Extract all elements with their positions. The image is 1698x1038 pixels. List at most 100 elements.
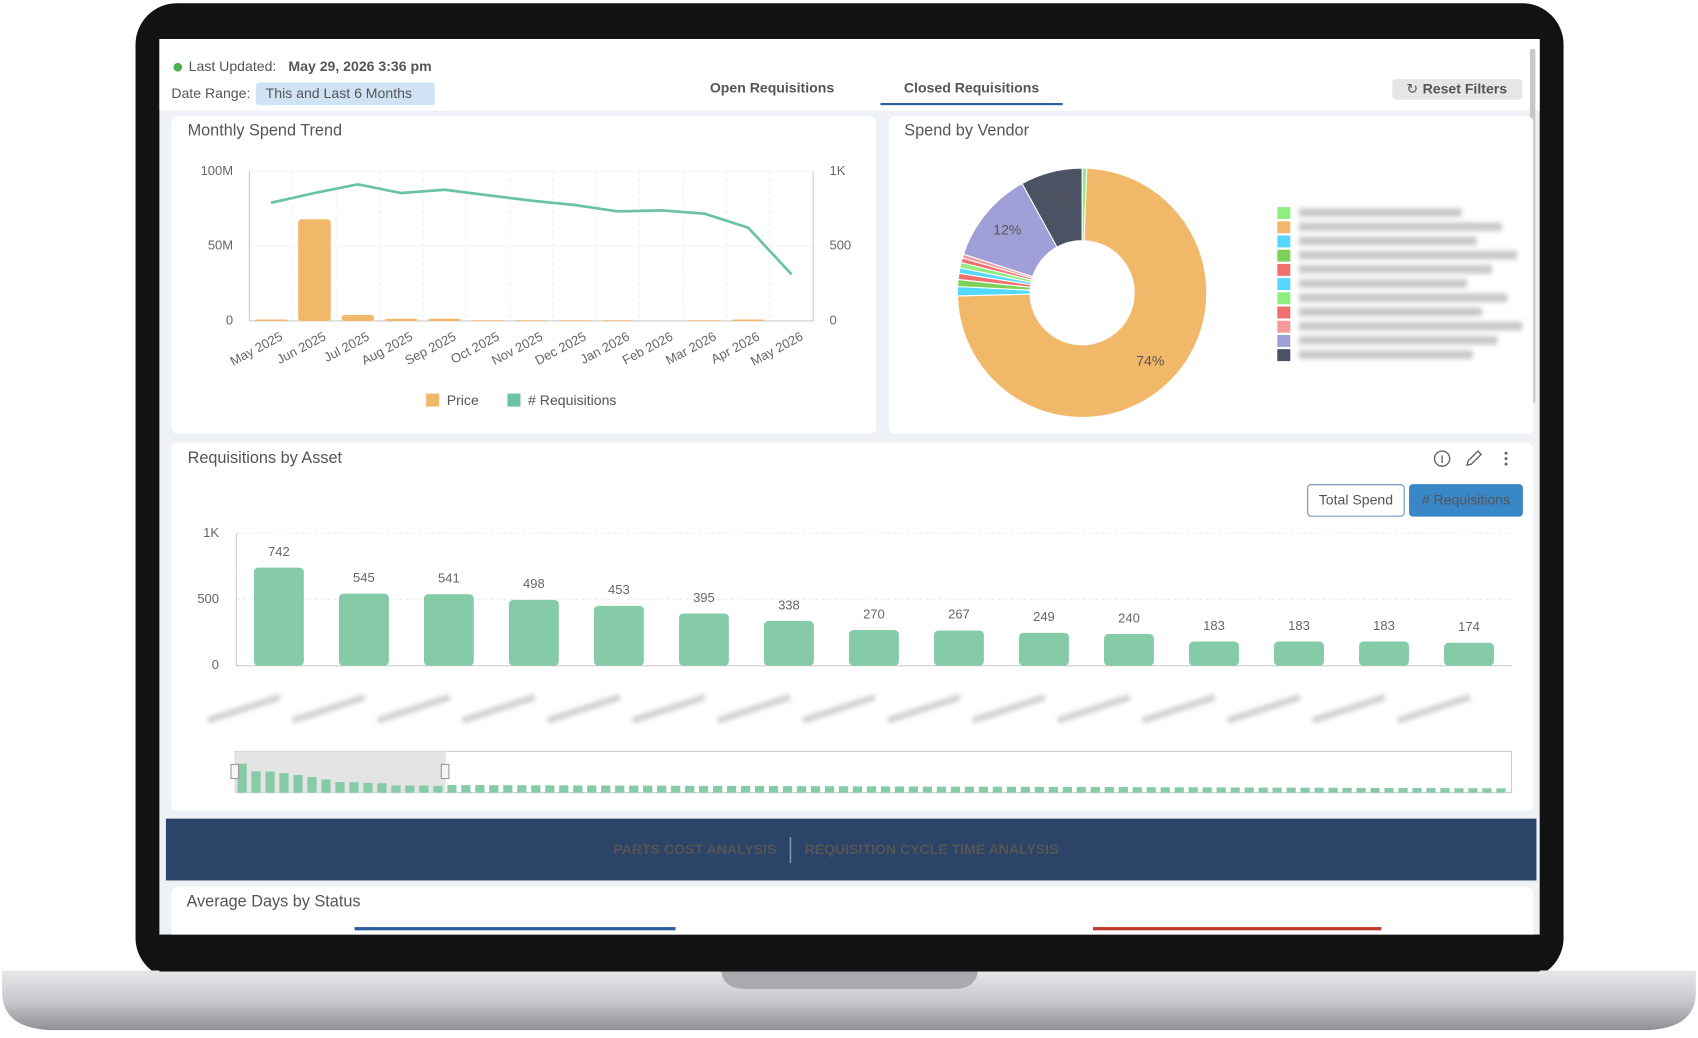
navigator-bar (293, 774, 303, 793)
section-tab[interactable]: PARTS COST ANALYSIS (613, 841, 776, 857)
navigator-rest (1188, 787, 1198, 793)
donut-slice (956, 167, 1208, 418)
navigator-bar (363, 782, 373, 793)
navigator-handle[interactable] (230, 763, 240, 780)
tab-underline (880, 103, 1063, 106)
navigator-rest (1146, 787, 1156, 793)
bar (1359, 641, 1409, 666)
navigator-rest (1132, 787, 1142, 793)
reset-filters-button[interactable] (1392, 79, 1523, 100)
navigator-rest (1104, 787, 1114, 793)
bar (763, 621, 814, 666)
navigator-rest (1062, 786, 1072, 793)
navigator-rest (741, 785, 751, 793)
bar (338, 593, 389, 666)
navigator-rest (936, 786, 947, 793)
reset-icon[interactable]: ↻ (1406, 81, 1418, 97)
bar (1104, 634, 1154, 666)
asset-name-blur (206, 693, 281, 724)
data-label: 249 (1033, 609, 1055, 624)
bar (558, 320, 591, 321)
data-label: 267 (948, 607, 970, 622)
legend-name-blur (1298, 321, 1523, 331)
navigator-rest (615, 785, 625, 793)
legend-name-blur (1298, 307, 1483, 317)
toggle-button-label[interactable]: # Requisitions (1422, 492, 1510, 508)
navigator-rest (1230, 787, 1240, 793)
navigator-rest (852, 786, 863, 793)
toggle-button[interactable] (1409, 484, 1523, 517)
navigator-bar (279, 773, 289, 793)
navigator-rest (475, 785, 485, 793)
date-range-pill[interactable] (255, 82, 435, 106)
navigator-rest (1300, 787, 1310, 793)
navigator-rest (1174, 787, 1184, 793)
legend-name-blur (1298, 236, 1477, 246)
asset-name-blur (801, 693, 876, 724)
asset-name-blur (971, 693, 1046, 724)
navigator-bar (265, 771, 275, 793)
navigator-rest (573, 785, 583, 793)
info-icon[interactable] (1433, 450, 1451, 467)
bar (253, 567, 304, 666)
navigator-rest (545, 785, 555, 793)
reset-filters[interactable]: Reset Filters (1423, 81, 1508, 97)
asset-name-blur (631, 693, 706, 724)
navigator-rest (1314, 787, 1324, 793)
navigator-bar (349, 782, 359, 793)
bar (384, 318, 418, 321)
navigator-rest (559, 785, 569, 793)
navigator-rest (964, 786, 975, 793)
navigator-rest (1482, 788, 1492, 793)
section-tab[interactable]: REQUISITION CYCLE TIME ANALYSIS (805, 841, 1059, 857)
legend-name-blur (1298, 222, 1502, 232)
legend-swatch (1277, 249, 1291, 262)
asset-name-blur (1396, 693, 1472, 724)
toggle-button-label[interactable]: Total Spend (1319, 492, 1393, 508)
navigator-rest (1328, 787, 1338, 793)
y-tick-label: 0 (212, 657, 219, 672)
status-bar (354, 927, 676, 931)
legend-name-blur (1298, 250, 1517, 260)
navigator-rest (587, 785, 597, 793)
y-tick-label: 1K (203, 525, 219, 540)
legend-label: # Requisitions (528, 392, 616, 408)
menu-icon[interactable] (1504, 451, 1508, 466)
navigator-rest (517, 785, 527, 793)
navigator-bar (335, 782, 345, 793)
navigator-rest (713, 785, 723, 793)
data-label: 453 (608, 582, 630, 597)
toggle-button[interactable] (1307, 484, 1405, 517)
navigator-rest (1412, 788, 1422, 793)
navigator-rest (601, 785, 611, 793)
tab[interactable]: Closed Requisitions (904, 80, 1039, 96)
navigator-rest (1468, 788, 1478, 793)
navigator-bar (321, 779, 331, 793)
navigator-rest (489, 785, 499, 793)
navigator-rest (908, 786, 919, 793)
y-tick-label: 100M (201, 163, 234, 178)
navigator-rest (978, 786, 989, 793)
navigator-rest (727, 785, 737, 793)
navigator-rest (922, 786, 933, 793)
slice-label: 8% (1048, 189, 1069, 205)
navigator-handle[interactable] (440, 763, 450, 780)
legend-swatch (1277, 334, 1291, 347)
navigator-rest (838, 786, 849, 793)
legend-swatch (507, 393, 521, 407)
date-range[interactable]: This and Last 6 Months (266, 85, 412, 101)
navigator-rest (1090, 787, 1100, 793)
navigator-rest (1426, 788, 1436, 793)
navigator-rest (685, 785, 695, 793)
bar (593, 605, 644, 666)
navigator-rest (796, 786, 807, 793)
bar (731, 319, 765, 321)
edit-icon[interactable] (1466, 450, 1483, 467)
navigator-rest (768, 786, 779, 793)
tab[interactable]: Open Requisitions (710, 80, 835, 96)
navigator-rest (1048, 786, 1058, 793)
navigator-rest (503, 785, 513, 793)
bar (1189, 641, 1239, 666)
navigator-rest (894, 786, 905, 793)
y2-tick-label: 1K (829, 163, 845, 178)
